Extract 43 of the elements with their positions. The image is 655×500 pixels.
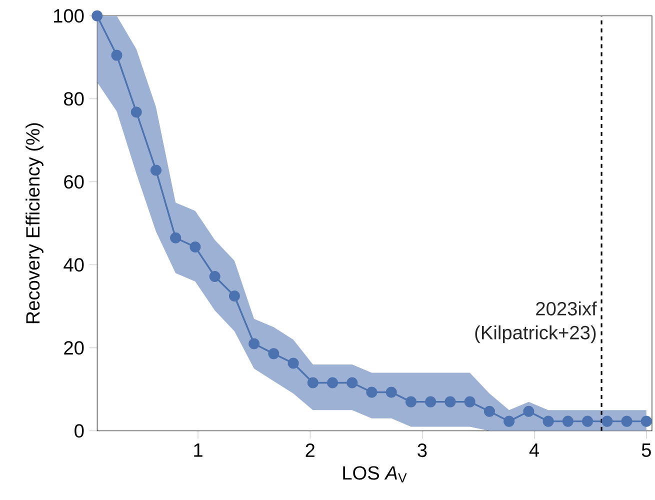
point: [444, 396, 456, 408]
x-tick-label: 4: [529, 444, 540, 457]
point: [288, 358, 299, 369]
point: [209, 270, 220, 282]
point: [602, 416, 613, 427]
point: [542, 416, 554, 427]
y-tick-label: 40: [64, 258, 84, 272]
point: [640, 416, 652, 427]
y-axis-title: Recovery Efficiency (%): [26, 123, 44, 324]
y-tick-label: 60: [64, 175, 84, 189]
x-tick-label: 2: [306, 444, 314, 457]
point: [346, 377, 358, 388]
y-tick-label: 100: [54, 9, 84, 23]
point: [464, 396, 476, 408]
x-tick-label: 1: [194, 444, 202, 457]
point: [130, 106, 142, 118]
point: [582, 416, 594, 427]
point: [150, 164, 162, 176]
point: [111, 50, 122, 61]
x-tick-label: 5: [642, 444, 651, 457]
x-tick-label: 3: [418, 444, 427, 458]
point: [92, 10, 103, 22]
point: [248, 338, 260, 350]
y-tick-label: 80: [64, 92, 84, 106]
point: [170, 232, 182, 244]
point: [268, 348, 280, 360]
point: [484, 406, 495, 417]
point: [621, 416, 632, 427]
y-tick-label: 0: [74, 424, 84, 438]
point: [307, 377, 318, 388]
y-tick-label: 20: [64, 341, 84, 355]
point: [562, 416, 574, 427]
point: [386, 386, 397, 398]
point: [523, 406, 534, 417]
point: [327, 377, 338, 388]
ref-line-label: 2023ixf (Kilpatrick+23): [475, 301, 597, 344]
point: [405, 396, 417, 408]
x-axis-title: LOS A$_{V}$: [343, 466, 407, 482]
point: [190, 241, 201, 253]
point: [366, 386, 378, 398]
point: [425, 396, 436, 408]
point: [504, 416, 515, 427]
point: [228, 290, 240, 302]
